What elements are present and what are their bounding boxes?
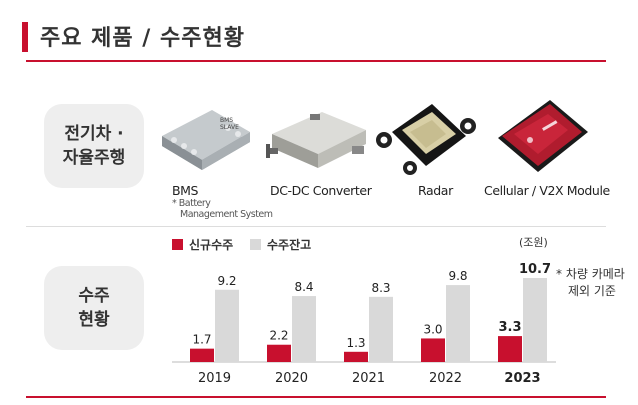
row-label-products-line1: 전기차 ·: [64, 124, 124, 144]
side-note-line1: * 차량 카메라: [556, 267, 625, 281]
bar-backlog-2022: [446, 285, 470, 362]
title-divider: [26, 60, 606, 62]
bar-backlog-2021: [369, 296, 393, 362]
bar-new-orders-2020: [267, 344, 291, 362]
label-backlog-2022: 9.8: [448, 269, 467, 283]
bms-module-icon: BMS SLAVE: [162, 110, 250, 170]
legend-backlog: 수주잔고: [250, 236, 311, 253]
label-new-orders-2021: 1.3: [346, 336, 365, 350]
label-new-orders-2019: 1.7: [192, 333, 211, 347]
bar-backlog-2023: [523, 278, 547, 362]
v2x-module-icon: [498, 100, 588, 172]
side-note-line2: 제외 기준: [568, 284, 616, 298]
row-label-products-line2: 자율주행: [62, 148, 126, 168]
x-tick-2022: 2022: [429, 371, 462, 386]
radar-sensor-icon: [376, 104, 476, 175]
legend-label-new-orders: 신규수주: [189, 238, 234, 252]
legend-swatch-backlog: [250, 239, 261, 250]
dc-dc-converter-icon: [266, 112, 366, 168]
row-label-products: 전기차 · 자율주행: [44, 104, 144, 188]
bar-new-orders-2019: [190, 348, 214, 362]
row-label-orders-line1: 수주: [78, 286, 110, 306]
row-label-orders-line2: 현황: [78, 310, 110, 330]
bar-backlog-2020: [292, 296, 316, 362]
section-divider: [26, 226, 606, 227]
label-new-orders-2020: 2.2: [269, 329, 288, 343]
bar-new-orders-2022: [421, 338, 445, 362]
side-note: * 차량 카메라 제외 기준: [556, 266, 625, 300]
footnote-line1: * Battery: [172, 198, 211, 209]
footnote-line2: Management System: [180, 209, 273, 220]
label-backlog-2021: 8.3: [371, 281, 390, 295]
product-name-v2x-module: Cellular / V2X Module: [484, 183, 610, 198]
bms-footnote: * Battery Management System: [172, 198, 273, 220]
bms-chip-label-1: BMS: [220, 117, 233, 124]
product-name-radar: Radar: [418, 183, 453, 198]
legend-label-backlog: 수주잔고: [267, 238, 312, 252]
title-accent-bar: [22, 22, 28, 52]
bottom-divider: [26, 396, 606, 398]
label-new-orders-2022: 3.0: [423, 322, 442, 336]
product-dc-dc-converter: [262, 100, 372, 178]
x-tick-2020: 2020: [275, 371, 308, 386]
bar-new-orders-2023: [498, 336, 522, 362]
legend-swatch-new-orders: [172, 239, 183, 250]
unit-label: (조원): [519, 236, 548, 249]
page-title: 주요 제품 / 수주현황: [40, 26, 245, 51]
product-bms: BMS SLAVE: [154, 100, 254, 176]
bar-new-orders-2021: [344, 351, 368, 362]
product-name-dc-dc-converter: DC-DC Converter: [270, 183, 372, 198]
x-tick-2023: 2023: [504, 371, 540, 386]
bar-backlog-2019: [215, 289, 239, 362]
legend-new-orders: 신규수주: [172, 236, 233, 253]
bms-chip-label-2: SLAVE: [220, 124, 239, 131]
label-backlog-2019: 9.2: [217, 274, 236, 288]
label-backlog-2020: 8.4: [294, 280, 313, 294]
x-tick-2021: 2021: [352, 371, 385, 386]
row-label-orders: 수주 현황: [44, 266, 144, 350]
label-new-orders-2023: 3.3: [498, 320, 521, 335]
x-tick-2019: 2019: [198, 371, 231, 386]
product-radar: [374, 96, 478, 178]
product-name-bms: BMS: [172, 183, 199, 198]
label-backlog-2023: 10.7: [519, 262, 551, 277]
product-v2x-module: [492, 96, 592, 176]
